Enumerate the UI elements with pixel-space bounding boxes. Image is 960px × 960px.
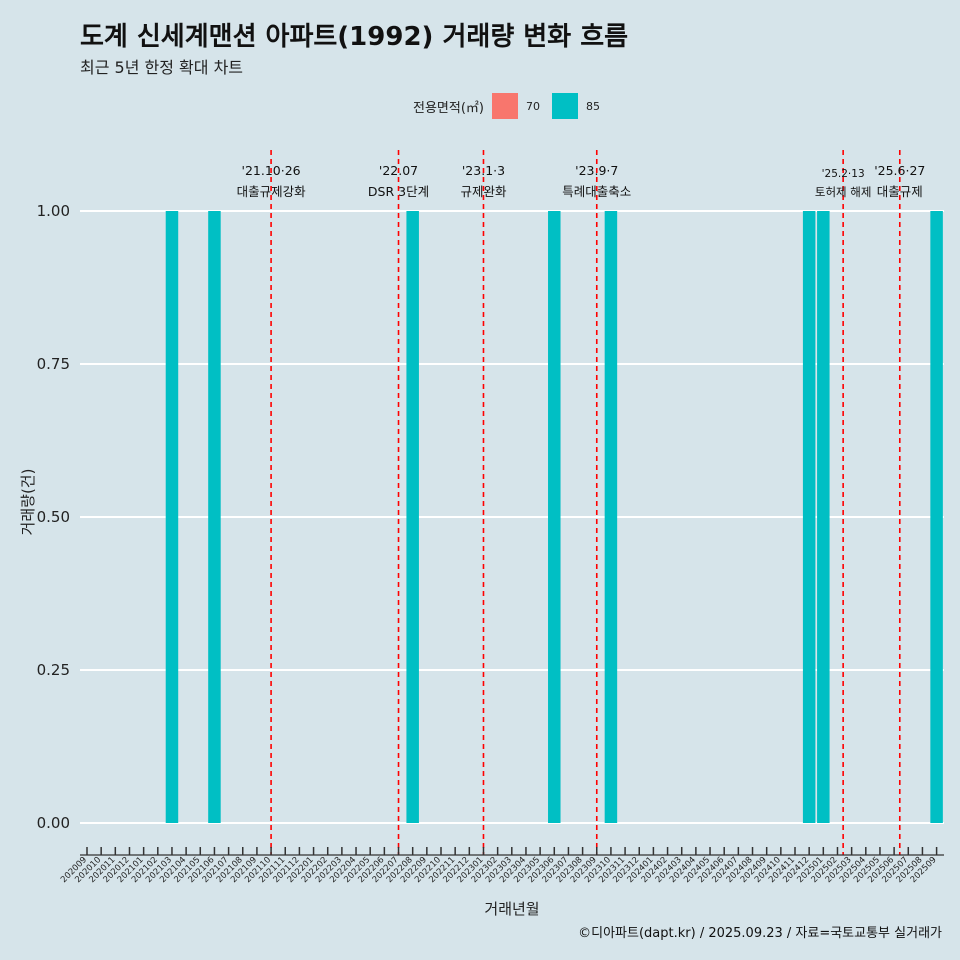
legend: 전용면적(㎡) 70 85 xyxy=(413,92,604,120)
bar-85-202310 xyxy=(604,211,618,823)
legend-title: 전용면적(㎡) xyxy=(413,100,484,116)
chart-subtitle: 최근 5년 한정 확대 차트 xyxy=(80,58,244,77)
legend-label-70: 70 xyxy=(525,99,540,113)
bar-85-202509 xyxy=(930,211,943,823)
event-date-label: '22.07 xyxy=(379,163,418,178)
event-date-label: '23.1·3 xyxy=(462,163,505,178)
legend-swatch-70 xyxy=(491,93,518,119)
y-tick-label: 0.00 xyxy=(37,814,70,832)
bar-85-202306 xyxy=(548,211,561,823)
event-label: 대출규제강화 xyxy=(237,184,307,199)
event-date-label: '21.10·26 xyxy=(242,163,301,178)
bar-85-202103 xyxy=(165,211,179,823)
event-label: 규제완화 xyxy=(460,184,507,199)
legend-swatch-85 xyxy=(551,93,578,119)
event-label: 대출규제 xyxy=(877,184,923,199)
x-axis-title: 거래년월 xyxy=(484,900,539,918)
y-tick-label: 0.75 xyxy=(37,355,70,373)
event-date-label: '25.6·27 xyxy=(874,163,925,178)
legend-label-85: 85 xyxy=(585,99,600,113)
y-axis-title: 거래량(건) xyxy=(19,469,37,536)
y-tick-label: 0.25 xyxy=(37,661,70,679)
event-label: DSR 3단계 xyxy=(368,184,429,199)
bar-85-202106 xyxy=(208,211,221,823)
event-date-label: '23.9·7 xyxy=(575,163,618,178)
y-tick-label: 1.00 xyxy=(37,202,70,220)
bar-85-202501 xyxy=(817,211,830,823)
y-tick-label: 0.50 xyxy=(37,508,70,526)
event-label: 토허제 해제 xyxy=(815,185,872,199)
event-date-label: '25.2·13 xyxy=(822,168,865,180)
event-label: 특례대출축소 xyxy=(562,184,631,199)
chart-title: 도계 신세계맨션 아파트(1992) 거래량 변화 흐름 xyxy=(80,22,629,52)
bar-85-202412 xyxy=(802,211,816,823)
bar-85-202208 xyxy=(406,211,419,823)
source-caption: ©디아파트(dapt.kr) / 2025.09.23 / 자료=국토교통부 실… xyxy=(578,926,942,941)
